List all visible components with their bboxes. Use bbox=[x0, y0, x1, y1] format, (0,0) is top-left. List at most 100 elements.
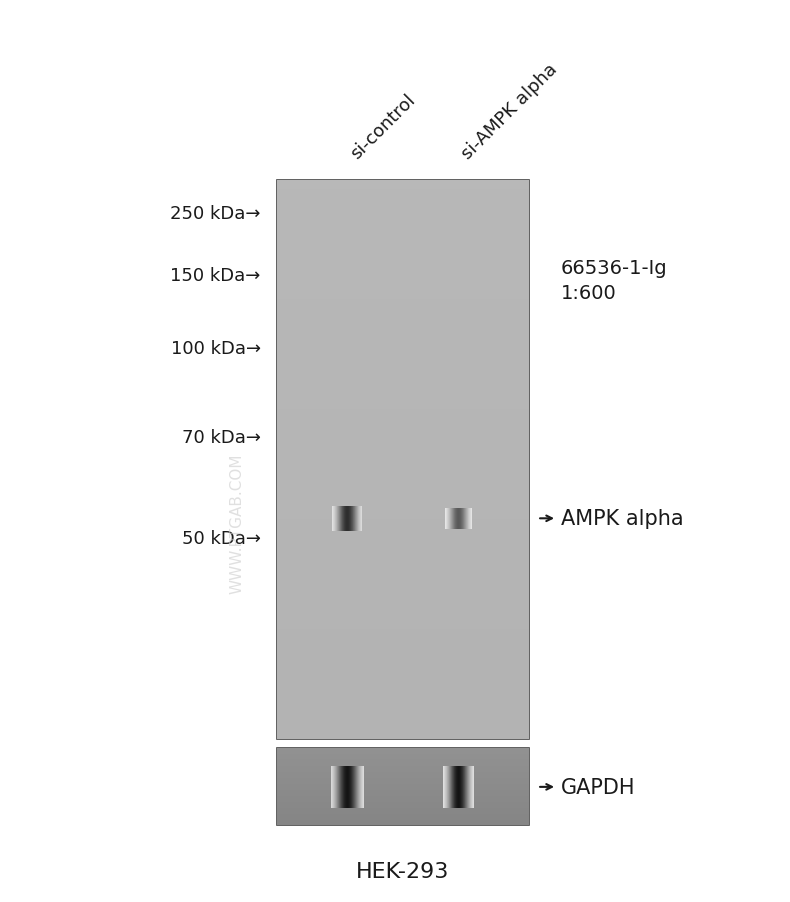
Bar bbox=[276, 473, 529, 475]
Bar bbox=[276, 189, 529, 191]
Bar bbox=[276, 490, 529, 492]
Bar bbox=[276, 219, 529, 221]
Bar bbox=[276, 695, 529, 696]
Bar bbox=[276, 292, 529, 294]
Bar bbox=[276, 555, 529, 557]
Bar bbox=[276, 320, 529, 322]
Bar bbox=[276, 346, 529, 348]
Bar bbox=[276, 668, 529, 671]
Bar bbox=[276, 380, 529, 382]
Bar bbox=[276, 259, 529, 261]
Bar bbox=[276, 686, 529, 687]
Bar bbox=[276, 734, 529, 736]
Bar bbox=[276, 609, 529, 611]
Bar bbox=[276, 483, 529, 484]
Bar bbox=[276, 393, 529, 395]
Bar bbox=[276, 402, 529, 404]
Bar bbox=[276, 561, 529, 563]
Bar bbox=[276, 180, 529, 740]
Bar bbox=[276, 406, 529, 408]
Bar bbox=[276, 188, 529, 189]
Bar bbox=[276, 492, 529, 493]
Bar bbox=[276, 596, 529, 598]
Bar bbox=[276, 594, 529, 596]
Bar bbox=[276, 373, 529, 374]
Bar bbox=[276, 419, 529, 421]
Bar bbox=[276, 264, 529, 266]
Bar bbox=[276, 639, 529, 640]
Bar bbox=[276, 247, 529, 249]
Bar bbox=[276, 415, 529, 417]
Bar bbox=[276, 628, 529, 630]
Bar bbox=[276, 331, 529, 333]
Bar bbox=[276, 326, 529, 327]
Bar bbox=[276, 236, 529, 238]
Bar bbox=[276, 551, 529, 553]
Bar bbox=[276, 458, 529, 460]
Bar bbox=[276, 226, 529, 227]
Bar bbox=[276, 602, 529, 603]
Bar bbox=[276, 631, 529, 633]
Bar bbox=[276, 665, 529, 667]
Bar bbox=[276, 208, 529, 210]
Bar bbox=[276, 324, 529, 326]
Bar bbox=[276, 280, 529, 281]
Text: 66536-1-Ig
1:600: 66536-1-Ig 1:600 bbox=[561, 259, 668, 303]
Bar bbox=[276, 417, 529, 419]
Bar bbox=[276, 244, 529, 245]
Bar bbox=[276, 339, 529, 341]
Bar bbox=[276, 400, 529, 402]
Bar bbox=[276, 731, 529, 732]
Bar bbox=[276, 290, 529, 292]
Bar bbox=[276, 630, 529, 631]
Bar bbox=[276, 671, 529, 673]
Bar bbox=[276, 268, 529, 270]
Bar bbox=[276, 661, 529, 663]
Bar bbox=[276, 445, 529, 447]
Bar bbox=[276, 635, 529, 637]
Bar bbox=[276, 374, 529, 376]
Bar bbox=[276, 322, 529, 324]
Bar bbox=[276, 565, 529, 566]
Bar bbox=[276, 315, 529, 317]
Bar bbox=[276, 289, 529, 290]
Bar bbox=[276, 191, 529, 193]
Bar bbox=[276, 231, 529, 233]
Bar bbox=[276, 408, 529, 410]
Bar bbox=[276, 572, 529, 574]
Bar bbox=[276, 570, 529, 572]
Bar bbox=[276, 538, 529, 540]
Bar bbox=[276, 712, 529, 713]
Bar bbox=[276, 205, 529, 207]
Bar bbox=[276, 557, 529, 559]
Text: si-AMPK alpha: si-AMPK alpha bbox=[458, 60, 561, 162]
Bar bbox=[276, 678, 529, 680]
Bar bbox=[276, 477, 529, 479]
Bar bbox=[276, 469, 529, 471]
Bar bbox=[276, 542, 529, 544]
Bar bbox=[276, 357, 529, 359]
Bar bbox=[276, 577, 529, 579]
Bar bbox=[276, 201, 529, 203]
Bar bbox=[276, 696, 529, 699]
Bar bbox=[276, 465, 529, 467]
Bar bbox=[276, 640, 529, 643]
Bar bbox=[276, 270, 529, 272]
Bar bbox=[276, 436, 529, 437]
Bar bbox=[276, 691, 529, 693]
Bar bbox=[276, 376, 529, 378]
Bar bbox=[276, 221, 529, 224]
Bar bbox=[276, 682, 529, 684]
Bar bbox=[276, 262, 529, 264]
Bar bbox=[276, 732, 529, 734]
Bar bbox=[276, 612, 529, 615]
Bar bbox=[276, 497, 529, 499]
Bar bbox=[276, 387, 529, 389]
Bar bbox=[276, 411, 529, 413]
Bar bbox=[276, 255, 529, 257]
Bar bbox=[276, 514, 529, 516]
Bar bbox=[276, 603, 529, 605]
Bar bbox=[276, 410, 529, 411]
Bar bbox=[276, 305, 529, 308]
Bar bbox=[276, 427, 529, 428]
